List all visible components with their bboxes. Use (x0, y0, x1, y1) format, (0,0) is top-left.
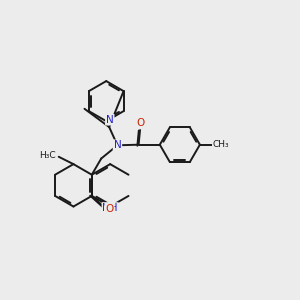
Text: O: O (137, 118, 145, 128)
Text: O: O (105, 204, 114, 214)
Text: N: N (106, 115, 114, 125)
Text: CH₃: CH₃ (213, 140, 230, 149)
Text: H₃C: H₃C (39, 151, 56, 160)
Text: N: N (113, 140, 121, 150)
Text: NH: NH (102, 203, 118, 213)
